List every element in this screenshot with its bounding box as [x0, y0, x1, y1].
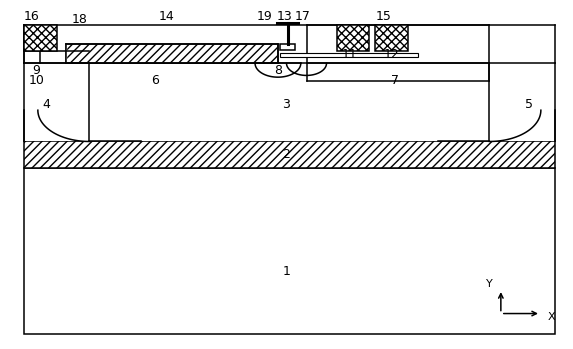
- Text: 16: 16: [23, 10, 40, 23]
- Text: 1: 1: [282, 265, 291, 279]
- Text: 15: 15: [376, 10, 391, 23]
- Bar: [280, 53, 418, 57]
- Text: 9: 9: [32, 64, 40, 77]
- Bar: [23, 141, 555, 168]
- Text: 19: 19: [256, 10, 272, 23]
- Bar: [66, 44, 278, 63]
- Text: 12: 12: [383, 48, 399, 61]
- Bar: [337, 25, 370, 51]
- Text: 7: 7: [391, 74, 399, 87]
- Text: 10: 10: [28, 74, 44, 87]
- Text: 14: 14: [159, 10, 174, 23]
- Text: Y: Y: [486, 279, 493, 289]
- Text: 6: 6: [151, 74, 159, 87]
- Bar: [23, 63, 555, 141]
- Text: 4: 4: [42, 98, 50, 111]
- Text: 11: 11: [342, 48, 357, 61]
- Text: X: X: [547, 312, 555, 322]
- Text: 8: 8: [274, 64, 282, 77]
- Text: 3: 3: [282, 98, 291, 111]
- Text: 13: 13: [276, 10, 292, 23]
- Text: 17: 17: [295, 10, 311, 23]
- Text: 18: 18: [72, 13, 88, 26]
- Bar: [281, 44, 295, 50]
- Bar: [23, 25, 57, 51]
- Bar: [375, 25, 407, 51]
- Text: 5: 5: [525, 98, 533, 111]
- Text: 2: 2: [282, 148, 291, 161]
- Bar: [23, 168, 555, 334]
